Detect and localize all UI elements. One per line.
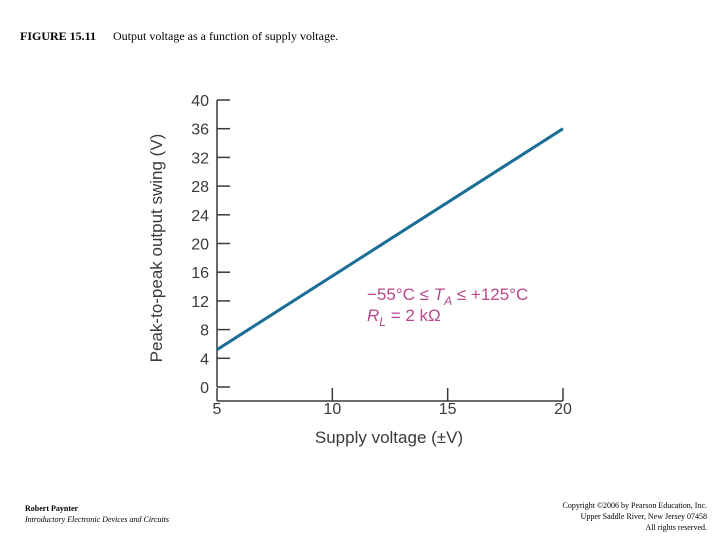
y-tick-label: 32 [191, 150, 209, 167]
x-tick-label: 5 [213, 401, 222, 418]
y-tick-label: 28 [191, 179, 209, 196]
figure-caption: Output voltage as a function of supply v… [113, 29, 339, 43]
book-title: Introductory Electronic Devices and Circ… [25, 515, 169, 524]
y-axis-title: Peak-to-peak output swing (V) [147, 134, 166, 363]
y-tick-label: 20 [191, 237, 209, 254]
copyright-line: Upper Saddle River, New Jersey 07458 [580, 512, 707, 521]
footer-credit: Robert Paynter Introductory Electronic D… [25, 503, 169, 525]
x-tick-label: 10 [323, 401, 341, 418]
y-tick-label: 8 [200, 323, 209, 340]
load-resistance-annotation: RL = 2 kΩ [367, 306, 441, 329]
copyright-line: Copyright ©2006 by Pearson Education, In… [562, 501, 708, 510]
y-tick-label: 12 [191, 294, 209, 311]
output-swing-line [216, 127, 564, 351]
y-tick-label: 0 [200, 380, 209, 397]
copyright-line: All rights reserved. [645, 523, 707, 532]
x-tick-label: 15 [439, 401, 457, 418]
y-tick-label: 4 [200, 351, 209, 368]
x-axis-title: Supply voltage (±V) [315, 428, 463, 447]
x-tick-label: 20 [554, 401, 572, 418]
temperature-range-annotation: −55°C ≤ TA ≤ +125°C [367, 285, 528, 308]
figure-label: FIGURE 15.11 [20, 29, 97, 43]
author-name: Robert Paynter [25, 504, 79, 513]
y-tick-label: 16 [191, 265, 209, 282]
y-tick-label: 24 [191, 208, 209, 225]
copyright-notice: Copyright ©2006 by Pearson Education, In… [563, 500, 708, 533]
y-tick-label: 36 [191, 122, 209, 139]
y-tick-label: 40 [191, 93, 209, 110]
